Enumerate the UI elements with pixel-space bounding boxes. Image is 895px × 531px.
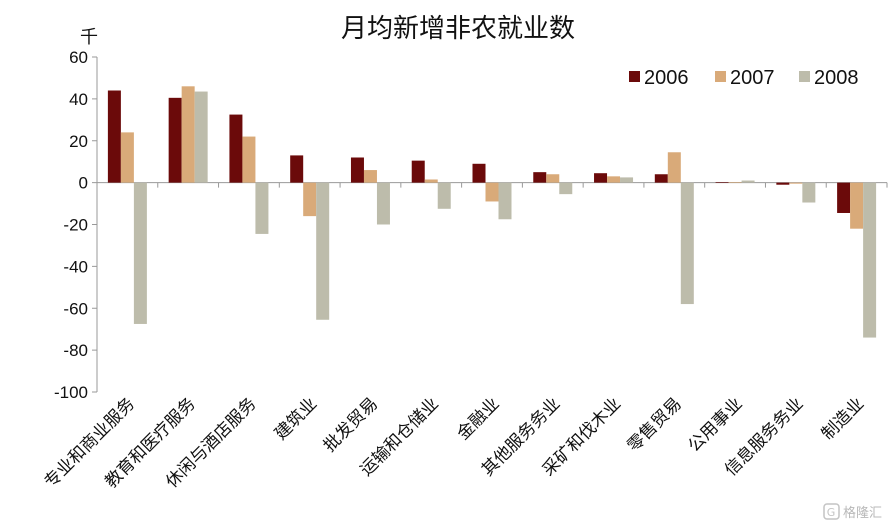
bar-2008 — [255, 182, 269, 234]
bar-2007 — [546, 174, 560, 183]
y-tick-label: 20 — [69, 132, 88, 151]
y-tick-label: 0 — [79, 174, 88, 193]
bar-2007 — [485, 182, 499, 202]
axes: 6040200-20-40-60-80-100专业和商业服务教育和医疗服务休闲与… — [41, 48, 888, 492]
bar-2006 — [776, 182, 790, 185]
y-unit-label: 千 — [80, 27, 98, 48]
x-category-label: 零售贸易 — [624, 394, 686, 456]
bar-2006 — [594, 173, 608, 183]
x-category-label: 金融业 — [453, 394, 503, 444]
watermark-logo-icon — [823, 503, 840, 520]
x-category-label: 建筑业 — [271, 394, 321, 444]
bar-2008 — [680, 182, 694, 305]
legend-label-2007: 2007 — [730, 67, 775, 89]
y-tick-label: 60 — [69, 48, 88, 67]
x-category-label: 制造业 — [818, 394, 868, 444]
bar-2006 — [229, 114, 243, 183]
legend-swatch-2006 — [629, 71, 640, 82]
bar-2006 — [472, 163, 486, 183]
bar-2007 — [303, 182, 317, 217]
bar-2007 — [363, 170, 377, 183]
y-tick-label: -60 — [63, 299, 88, 318]
bar-2008 — [316, 182, 330, 320]
bar-2008 — [620, 177, 634, 183]
bar-2008 — [863, 182, 877, 338]
x-category-label: 公用事业 — [684, 394, 746, 456]
legend-label-2006: 2006 — [644, 67, 689, 89]
bar-2007 — [789, 182, 803, 184]
bar-2006 — [654, 174, 668, 183]
bar-2008 — [802, 182, 816, 203]
bar-2008 — [498, 182, 512, 220]
bar-2006 — [290, 155, 304, 183]
bar-2007 — [667, 152, 681, 183]
legend-label-2008: 2008 — [814, 67, 859, 89]
y-tick-label: -80 — [63, 341, 88, 360]
bar-2008 — [559, 182, 573, 195]
bar-2007 — [181, 86, 195, 183]
watermark-text: 格隆汇 — [843, 505, 882, 521]
bar-2006 — [107, 90, 121, 183]
bar-2008 — [133, 182, 147, 324]
bar-2006 — [411, 160, 425, 183]
watermark-logo-glyph: G — [827, 506, 836, 519]
y-tick-label: -40 — [63, 257, 88, 276]
bar-2008 — [741, 180, 755, 183]
bar-2006 — [533, 172, 547, 183]
bar-2006 — [350, 157, 364, 183]
bar-2008 — [437, 182, 451, 209]
legend-swatch-2007 — [715, 71, 726, 82]
y-tick-label: -100 — [54, 383, 88, 402]
bar-2007 — [120, 132, 134, 183]
bar-2006 — [837, 182, 851, 213]
watermark: G 格隆汇 — [823, 503, 882, 521]
bar-2008 — [376, 182, 390, 225]
bars — [107, 86, 877, 338]
legend: 2006 2007 2008 — [629, 67, 859, 89]
bar-2006 — [168, 97, 182, 183]
bar-2008 — [194, 91, 208, 183]
bar-2007 — [242, 136, 256, 183]
bar-2007 — [424, 179, 438, 183]
chart-title: 月均新增非农就业数 — [341, 14, 575, 44]
bar-2007 — [607, 176, 621, 183]
y-tick-label: -20 — [63, 216, 88, 235]
bar-2006 — [715, 181, 729, 183]
bar-2007 — [850, 182, 864, 229]
legend-swatch-2008 — [799, 71, 810, 82]
bar-2007 — [728, 181, 742, 183]
x-category-label: 批发贸易 — [320, 394, 382, 456]
y-tick-label: 40 — [69, 90, 88, 109]
